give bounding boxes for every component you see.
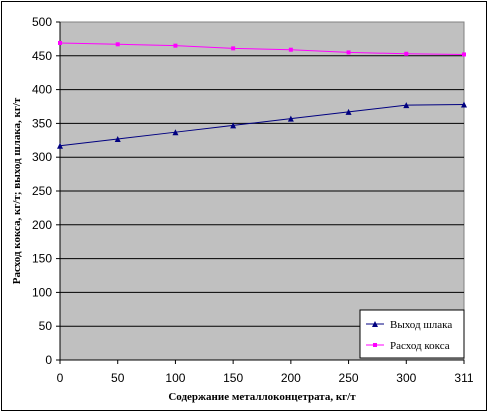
- legend: Выход шлака Расход кокса: [359, 309, 465, 359]
- y-tick-label: 400: [32, 83, 52, 97]
- y-tick-label: 250: [32, 184, 52, 198]
- legend-marker-coke: [373, 343, 377, 347]
- series-line: [59, 42, 465, 55]
- series-group: [57, 40, 467, 149]
- x-tick-label: 0: [57, 371, 64, 385]
- y-tick-label: 300: [32, 150, 52, 164]
- data-point: [462, 52, 466, 57]
- grid-lines: [56, 21, 464, 361]
- data-point: [230, 122, 237, 129]
- y-tick-label: 150: [32, 252, 52, 266]
- x-axis-title: Содержание металлоконцетрата, кг/т: [168, 391, 356, 403]
- y-tick-label: 200: [32, 218, 52, 232]
- data-point: [404, 51, 409, 56]
- data-point: [173, 43, 178, 48]
- y-tick-label: 350: [32, 116, 52, 130]
- x-tick-label: 250: [339, 371, 359, 385]
- data-point: [288, 47, 293, 52]
- x-tick-label: 300: [396, 371, 416, 385]
- data-point: [345, 108, 352, 115]
- y-tick-label: 100: [32, 285, 52, 299]
- x-tick-label: 150: [223, 371, 243, 385]
- data-point: [115, 42, 120, 47]
- legend-label-slag: Выход шлака: [390, 319, 452, 331]
- legend-label-coke: Расход кокса: [390, 340, 450, 352]
- data-point: [57, 142, 63, 149]
- data-point: [58, 40, 62, 45]
- y-tick-label: 450: [32, 49, 52, 63]
- x-tick-label: 200: [281, 371, 301, 385]
- data-point: [172, 129, 179, 136]
- x-tick-label: 311: [454, 371, 473, 385]
- series-line: [59, 103, 465, 147]
- data-point: [403, 102, 410, 109]
- data-point: [287, 115, 294, 122]
- x-tick-label: 50: [111, 371, 125, 385]
- y-tick-label: 0: [45, 353, 52, 367]
- y-tick-label: 500: [32, 15, 52, 29]
- legend-marker-slag: [372, 321, 378, 327]
- y-tick-labels: 0 50 100 150 200 250 300 350 400 450 500: [32, 15, 52, 367]
- y-tick-label: 50: [39, 319, 53, 333]
- data-point: [114, 135, 121, 142]
- data-point: [346, 50, 351, 55]
- x-tick-label: 100: [165, 371, 185, 385]
- data-point: [461, 101, 467, 108]
- data-point: [231, 46, 236, 51]
- x-tick-labels: 0 50 100 150 200 250 300 311: [57, 360, 474, 385]
- y-axis-title: Расход кокса, кг/т; выход шлака, кг/т: [11, 97, 23, 284]
- legend-box: [359, 309, 465, 359]
